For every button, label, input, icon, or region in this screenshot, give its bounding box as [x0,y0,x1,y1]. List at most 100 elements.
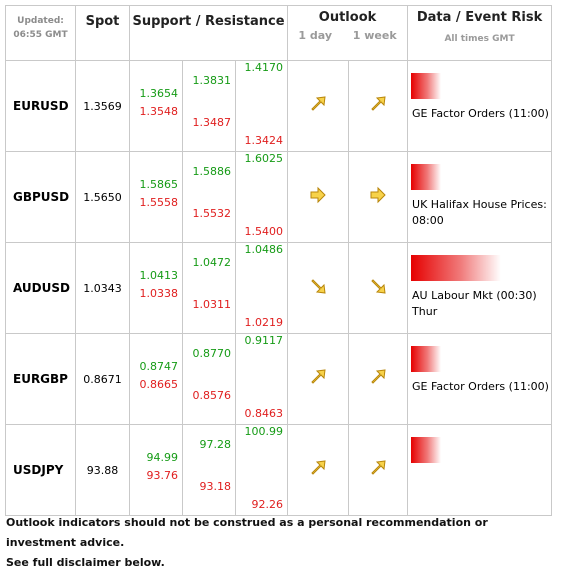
support-2: 93.18 [199,480,232,493]
all-times-label: All times GMT [444,34,515,44]
support-2: 1.5532 [192,207,232,220]
event-risk-cell: AU Labour Mkt (00:30) Thur [407,242,553,334]
sr-level-1: 94.99 93.76 [129,424,183,516]
sr-level-2: 97.28 93.18 [182,424,236,516]
event-risk-label: Data / Event Risk [416,10,543,25]
sr-level-3: 0.9117 0.8463 [234,333,289,425]
spot-price: 1.3569 [75,60,130,152]
forecast-table-container: Updated: 06:55 GMT Spot Support / Resist… [5,5,553,569]
outlook-1week [348,151,409,243]
forecast-table: Updated: 06:55 GMT Spot Support / Resist… [5,5,553,516]
outlook-1week [348,60,409,152]
event-risk-bar [411,164,442,190]
event-risk-cell [407,424,553,516]
sr-level-2: 1.3831 1.3487 [182,60,236,152]
support-3: 1.5400 [244,225,284,238]
updated-time: 06:55 GMT [13,30,68,40]
currency-row: EURUSD 1.3569 1.3654 1.3548 1.3831 1.3487 1.41… [5,60,553,152]
spot-price: 1.0343 [75,242,130,334]
event-risk-bar [411,437,442,463]
outlook-1week-arrow-icon [371,460,386,475]
sr-level-3: 100.99 92.26 [234,424,289,516]
event-text: GE Factor Orders (11:00) [412,107,549,120]
resistance-2: 1.5886 [192,165,232,178]
support-2: 1.3487 [192,116,232,129]
support-3: 1.0219 [244,316,284,329]
header-row: Updated: 06:55 GMT Spot Support / Resist… [5,5,553,61]
outlook-1day-arrow-icon [310,186,326,204]
support-resistance-header: Support / Resistance [128,5,289,61]
resistance-3: 100.99 [244,425,284,438]
outlook-1week [348,424,409,516]
pair-name: EURUSD [5,60,76,152]
sr-level-3: 1.0486 1.0219 [234,242,289,334]
resistance-2: 1.0472 [192,256,232,269]
resistance-3: 1.6025 [244,152,284,165]
sr-level-1: 1.3654 1.3548 [129,60,183,152]
outlook-1day-label: 1 day [298,29,333,42]
resistance-3: 1.0486 [244,243,284,256]
sr-level-3: 1.4170 1.3424 [234,60,289,152]
spot-price: 1.5650 [75,151,130,243]
support-1: 1.5558 [139,196,179,209]
support-2: 1.0311 [192,298,232,311]
disclaimer-line-2: See full disclaimer below. [6,556,165,569]
resistance-1: 1.0413 [139,269,179,282]
outlook-1week-arrow-icon [370,186,386,204]
outlook-1week [348,242,409,334]
outlook-label: Outlook [318,10,377,25]
sr-level-2: 1.5886 1.5532 [182,151,236,243]
resistance-2: 0.8770 [192,347,232,360]
pair-name: USDJPY [5,424,76,516]
support-1: 93.76 [146,469,179,482]
resistance-1: 1.5865 [139,178,179,191]
disclaimer-footer: Outlook indicators should not be constru… [6,513,551,573]
spot-header-label: Spot [85,14,120,29]
resistance-2: 1.3831 [192,74,232,87]
sr-level-1: 1.5865 1.5558 [129,151,183,243]
spot-price: 0.8671 [75,333,130,425]
support-1: 0.8665 [139,378,179,391]
currency-row: AUDUSD 1.0343 1.0413 1.0338 1.0472 1.0311 1.04… [5,242,553,334]
support-1: 1.0338 [139,287,179,300]
resistance-3: 1.4170 [244,61,284,74]
resistance-1: 0.8747 [139,360,179,373]
currency-row: GBPUSD 1.5650 1.5865 1.5558 1.5886 1.5532 1.60… [5,151,553,243]
outlook-1day [287,242,350,334]
disclaimer-line-1: Outlook indicators should not be constru… [6,516,488,549]
sr-level-2: 1.0472 1.0311 [182,242,236,334]
outlook-header: Outlook 1 day 1 week [287,5,409,61]
spot-header: Spot [75,5,130,61]
sr-level-1: 0.8747 0.8665 [129,333,183,425]
resistance-3: 0.9117 [244,334,284,347]
outlook-1day-arrow-icon [311,369,326,384]
event-text: UK Halifax House Prices: 08:00 [412,198,547,227]
outlook-1day-arrow-icon [311,96,326,111]
sr-level-3: 1.6025 1.5400 [234,151,289,243]
event-risk-cell: GE Factor Orders (11:00) [407,333,553,425]
currency-row: EURGBP 0.8671 0.8747 0.8665 0.8770 0.8576 0.91… [5,333,553,425]
resistance-1: 94.99 [146,451,179,464]
outlook-1day [287,151,350,243]
currency-row: USDJPY 93.88 94.99 93.76 97.28 93.18 100.99 92.… [5,424,553,516]
event-risk-bar [411,255,502,281]
support-resistance-label: Support / Resistance [132,14,285,29]
pair-name: GBPUSD [5,151,76,243]
outlook-1day-arrow-icon [311,279,326,294]
updated-header: Updated: 06:55 GMT [5,5,76,61]
event-risk-bar [411,346,442,372]
resistance-1: 1.3654 [139,87,179,100]
support-3: 92.26 [251,498,284,511]
pair-name: AUDUSD [5,242,76,334]
outlook-1week-arrow-icon [371,369,386,384]
support-2: 0.8576 [192,389,232,402]
support-1: 1.3548 [139,105,179,118]
spot-price: 93.88 [75,424,130,516]
resistance-2: 97.28 [199,438,232,451]
event-risk-header: Data / Event Risk All times GMT [407,5,553,61]
event-risk-cell: UK Halifax House Prices: 08:00 [407,151,553,243]
sr-level-2: 0.8770 0.8576 [182,333,236,425]
outlook-1week-arrow-icon [371,279,386,294]
sr-level-1: 1.0413 1.0338 [129,242,183,334]
pair-name: EURGBP [5,333,76,425]
